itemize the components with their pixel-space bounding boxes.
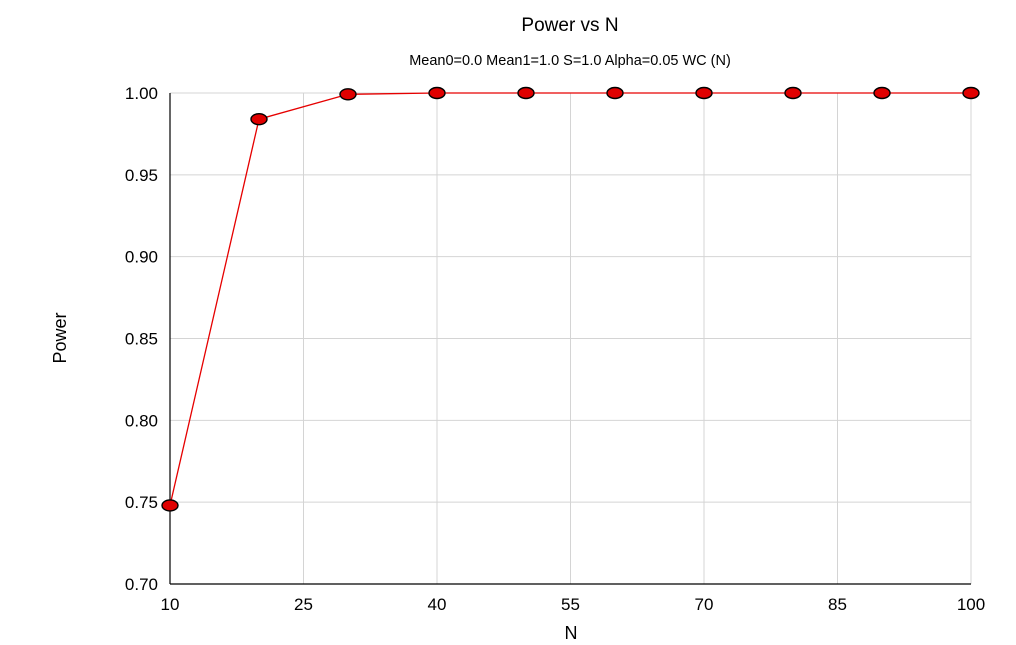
series-line (169, 92, 971, 506)
x-tick-label: 25 (294, 595, 313, 614)
y-tick-label: 0.90 (125, 248, 158, 267)
y-axis-label: Power (50, 312, 70, 363)
y-tick-label: 0.85 (125, 330, 158, 349)
grid-lines (169, 92, 972, 585)
y-tick-label: 0.70 (125, 575, 158, 594)
data-point (161, 499, 179, 512)
data-point (339, 88, 357, 101)
tick-labels: 10 25 40 55 70 85 100 0.70 0.75 0.80 0.85 0.90 0.95 1… (125, 84, 985, 614)
data-point (784, 86, 802, 100)
x-tick-label: 70 (695, 595, 714, 614)
y-tick-label: 0.75 (125, 493, 158, 512)
series-power (161, 86, 980, 512)
chart-title: Power vs N (521, 15, 618, 36)
chart-subtitle: Mean0=0.0 Mean1=1.0 S=1.0 Alpha=0.05 WC … (409, 53, 731, 69)
data-point (517, 86, 535, 100)
x-axis-label: N (565, 623, 578, 643)
data-point (873, 86, 891, 100)
y-tick-label: 0.95 (125, 166, 158, 185)
x-tick-label: 55 (561, 595, 580, 614)
x-tick-label: 100 (957, 595, 985, 614)
x-tick-label: 40 (428, 595, 447, 614)
y-tick-label: 1.00 (125, 84, 158, 103)
y-tick-label: 0.80 (125, 411, 158, 430)
data-point (962, 86, 980, 100)
x-tick-label: 10 (161, 595, 180, 614)
data-point (606, 86, 624, 100)
data-point (695, 86, 713, 100)
data-point (428, 86, 446, 100)
x-tick-label: 85 (828, 595, 847, 614)
data-point (250, 112, 268, 126)
